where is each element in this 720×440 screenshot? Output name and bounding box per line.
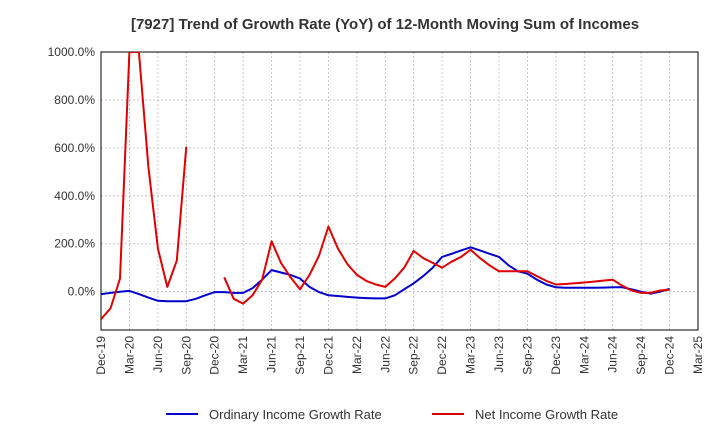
x-tick-label: Dec-22: [435, 336, 449, 375]
series-segment: [223, 225, 670, 305]
x-tick-label: Sep-23: [520, 336, 534, 375]
series-line-ordinary-income: [101, 246, 670, 303]
y-tick-labels: 0.0% 200.0% 400.0% 600.0% 800.0% 1000.0%: [48, 45, 96, 299]
x-tick-label: Jun-23: [492, 336, 506, 373]
x-tick-label: Dec-21: [321, 336, 335, 375]
x-tick-label: Mar-20: [122, 336, 136, 374]
x-tick-label: Mar-23: [464, 336, 478, 374]
x-tick-label: Mar-22: [350, 336, 364, 374]
x-tick-label: Jun-20: [151, 336, 165, 373]
y-tick-label: 600.0%: [54, 141, 95, 155]
x-tick-label: Dec-19: [94, 336, 108, 375]
y-tick-label: 800.0%: [54, 93, 95, 107]
plot-area: [100, 51, 699, 331]
series-line-net-income: [101, 52, 670, 320]
x-tick-label: Jun-21: [265, 336, 279, 373]
x-tick-label: Sep-22: [407, 336, 421, 375]
x-tick-label: Mar-21: [236, 336, 250, 374]
y-tick-label: 400.0%: [54, 189, 95, 203]
x-tick-label: Dec-20: [208, 336, 222, 375]
legend-label-net: Net Income Growth Rate: [475, 407, 618, 422]
x-tick-label: Sep-21: [293, 336, 307, 375]
x-tick-label: Sep-24: [634, 336, 648, 375]
legend-label-ordinary: Ordinary Income Growth Rate: [209, 407, 382, 422]
y-tick-label: 1000.0%: [48, 45, 96, 59]
x-tick-label: Sep-20: [179, 336, 193, 375]
x-tick-label: Mar-25: [691, 336, 705, 374]
chart-title: [7927] Trend of Growth Rate (YoY) of 12-…: [131, 16, 639, 33]
series-segment: [101, 52, 188, 320]
x-tick-labels: Dec-19 Mar-20 Jun-20 Sep-20 Dec-20 Mar-21 Jun-…: [94, 336, 705, 375]
x-tick-label: Jun-24: [606, 336, 620, 373]
x-tick-label: Mar-24: [577, 336, 591, 374]
x-tick-label: Jun-22: [378, 336, 392, 373]
series-lines: [101, 52, 670, 320]
legend: Ordinary Income Growth Rate Net Income G…: [166, 407, 618, 422]
x-tick-label: Dec-23: [549, 336, 563, 375]
y-tick-label: 200.0%: [54, 237, 95, 251]
series-segment: [101, 246, 670, 303]
y-tick-label: 0.0%: [68, 285, 96, 299]
x-tick-label: Dec-24: [663, 336, 677, 375]
